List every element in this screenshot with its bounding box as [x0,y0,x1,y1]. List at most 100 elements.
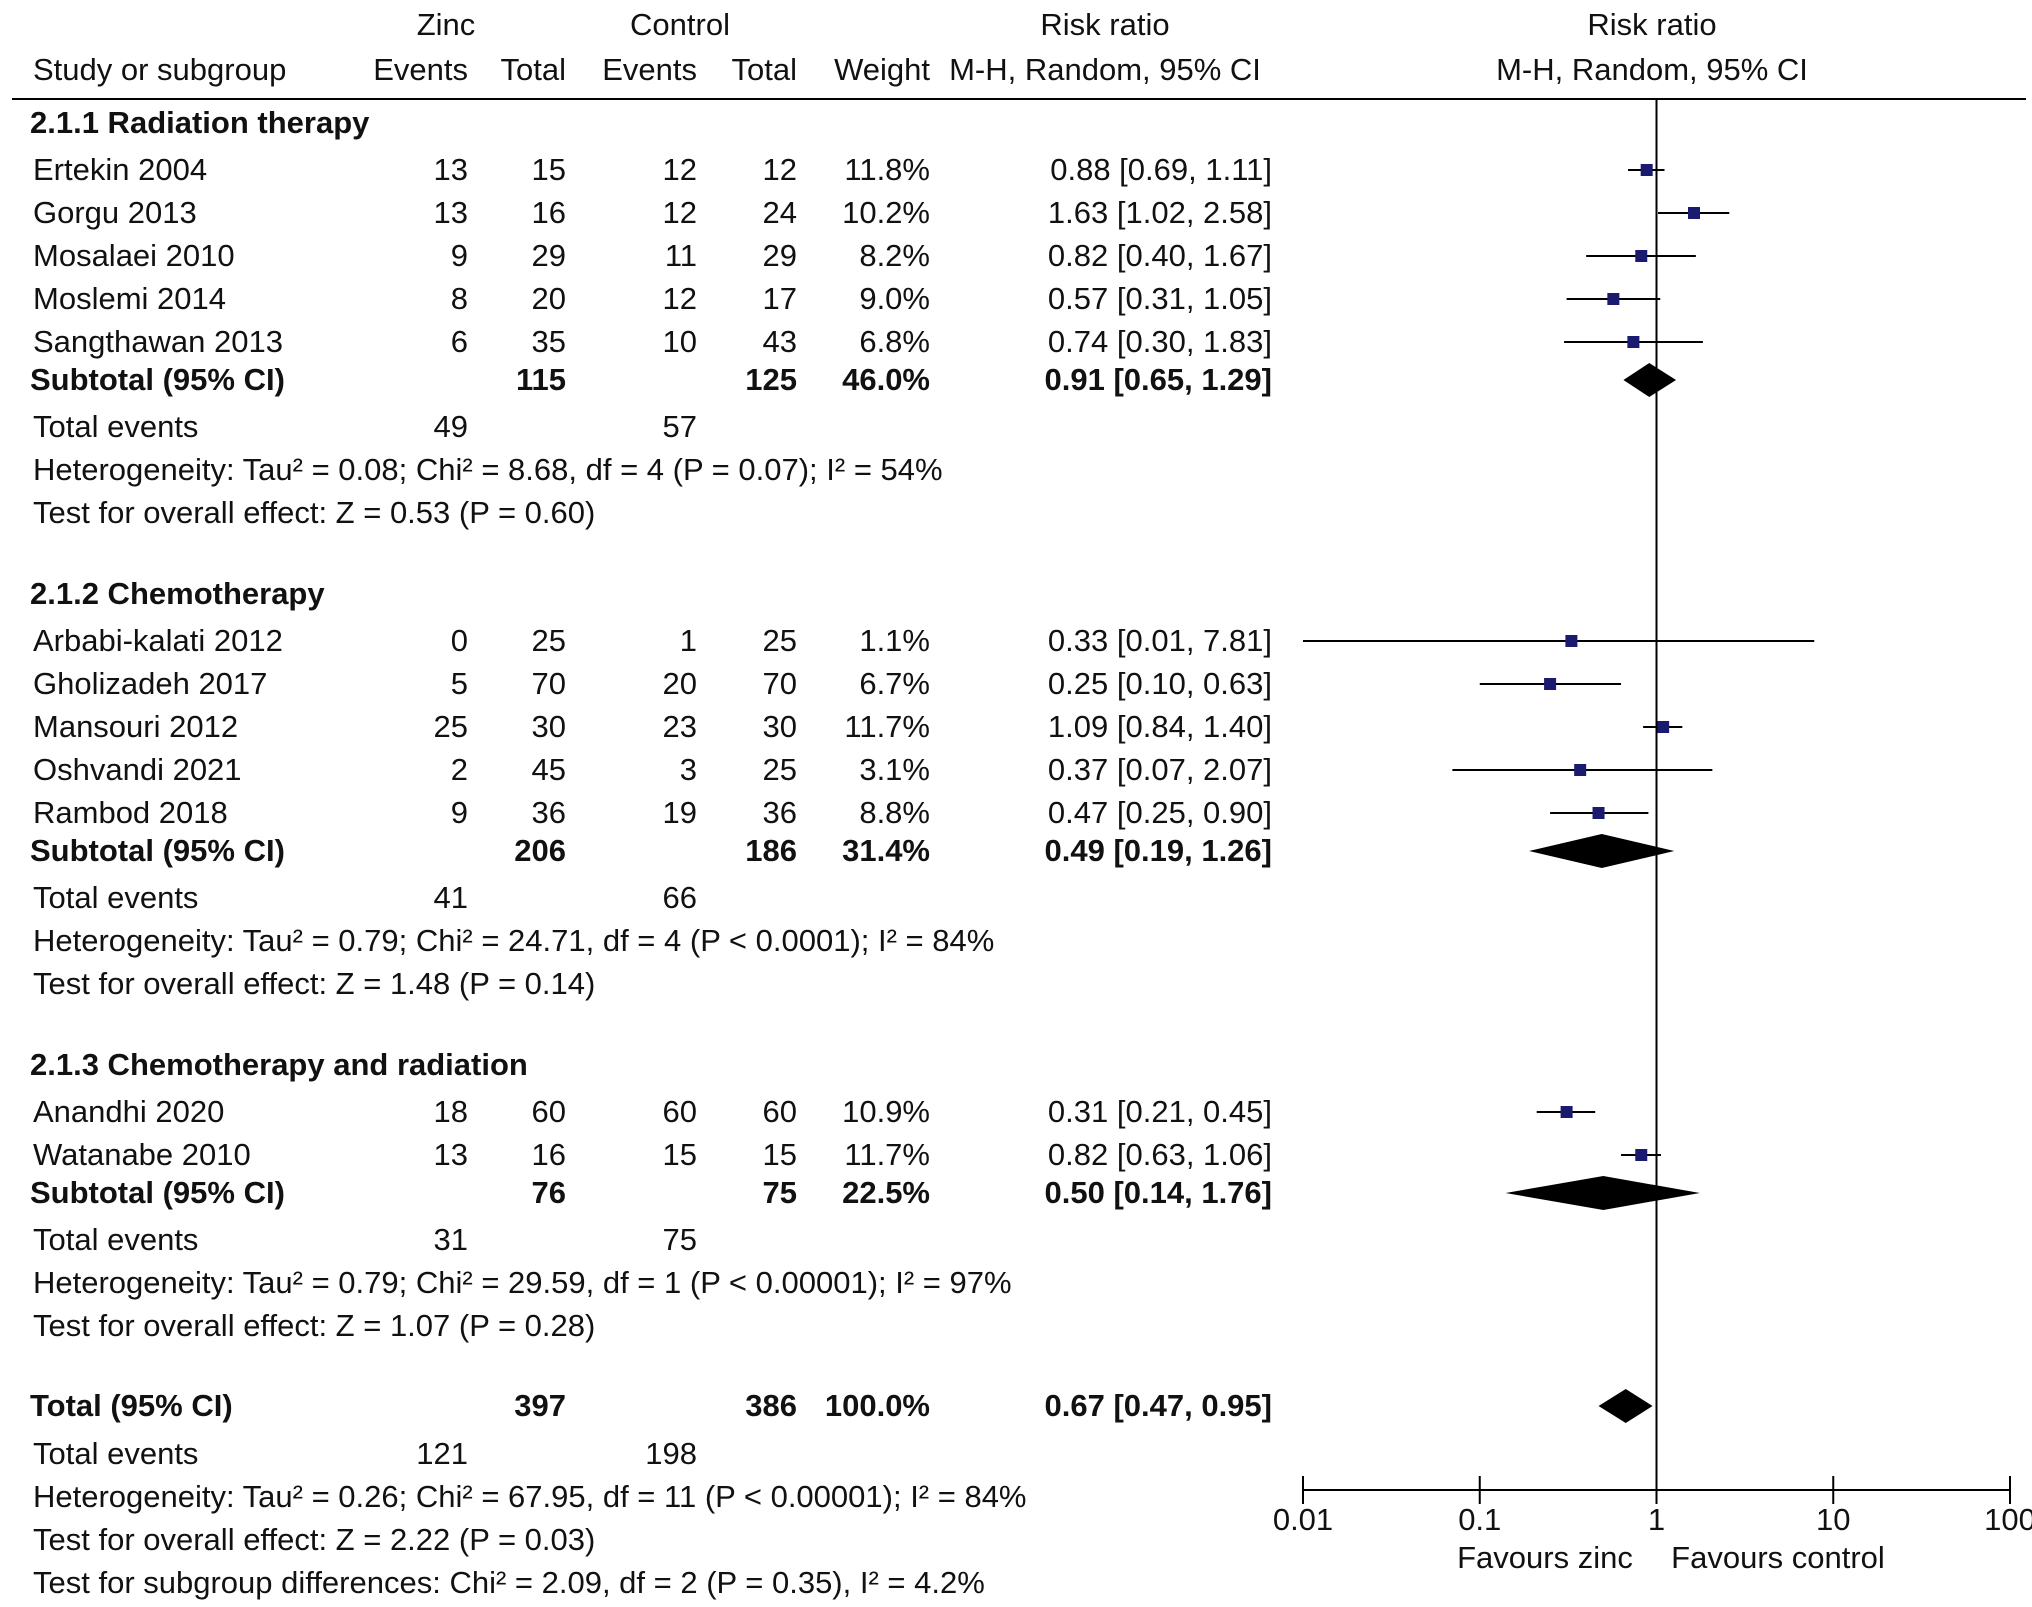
weight-cell: 9.0% [859,281,930,316]
plot-title: Risk ratio [1587,7,1717,42]
zinc-total-cell: 45 [531,752,566,787]
control-events-cell: 1 [679,623,697,658]
risk-ratio-cell: 0.25 [0.10, 0.63] [1047,666,1272,701]
risk-ratio-cell: 1.63 [1.02, 2.58] [1047,195,1272,230]
study-name: Watanabe 2010 [33,1137,251,1172]
subgroup-differences-text: Test for subgroup differences: Chi² = 2.… [33,1565,985,1600]
subtotal-label: Subtotal (95% CI) [30,1175,285,1210]
zinc-events-header: Events [373,52,468,87]
control-events-cell: 23 [662,709,697,744]
zinc-events-cell: 13 [433,195,468,230]
zinc-events-cell: 5 [450,666,468,701]
control-events-cell: 15 [662,1137,697,1172]
overall-effect-text: Test for overall effect: Z = 1.48 (P = 0… [33,966,596,1001]
zinc-events-cell: 9 [450,238,468,273]
study-point-marker [1688,207,1701,219]
total-zinc-total: 397 [514,1388,566,1423]
control-total-cell: 17 [762,281,797,316]
control-total-cell: 36 [762,795,797,830]
overall-events-zinc: 121 [416,1436,468,1471]
total-weight: 100.0% [824,1388,930,1423]
risk-ratio-cell: 0.47 [0.25, 0.90] [1047,795,1272,830]
zinc-total-cell: 25 [531,623,566,658]
study-name: Moslemi 2014 [33,281,226,316]
study-point-marker [1544,678,1557,690]
overall-effect-text: Test for overall effect: Z = 1.07 (P = 0… [33,1308,596,1343]
subtotal-diamond [1529,834,1675,868]
risk-ratio-cell: 0.74 [0.30, 1.83] [1047,324,1272,359]
total-events-control: 57 [662,409,697,444]
subtotal-label: Subtotal (95% CI) [30,833,285,868]
risk-ratio-cell: 0.33 [0.01, 7.81] [1047,623,1272,658]
zinc-events-cell: 9 [450,795,468,830]
plot-method-header: M-H, Random, 95% CI [1496,52,1808,87]
x-tick-label: 0.01 [1272,1502,1334,1537]
total-events-zinc: 41 [433,880,468,915]
x-tick-label: 100 [1984,1502,2032,1537]
zinc-total-cell: 70 [531,666,566,701]
control-events-cell: 10 [662,324,697,359]
zinc-events-cell: 25 [433,709,468,744]
control-total-cell: 43 [762,324,797,359]
overall-effect-text: Test for overall effect: Z = 0.53 (P = 0… [33,495,596,530]
subtotal-risk-ratio: 0.91 [0.65, 1.29] [1044,362,1273,397]
x-tick-label: 10 [1816,1502,1851,1537]
zinc-events-cell: 13 [433,152,468,187]
x-tick-label: 1 [1647,1502,1666,1537]
subtotal-diamond [1623,363,1677,397]
weight-cell: 6.7% [859,666,930,701]
weight-cell: 8.8% [859,795,930,830]
study-point-marker [1592,807,1605,819]
weight-header: Weight [834,52,930,87]
study-point-marker [1565,635,1578,647]
favours-control-label: Favours control [1671,1540,1885,1575]
study-column-header: Study or subgroup [33,52,287,87]
subtotal-zinc-total: 115 [515,362,566,397]
zinc-events-cell: 0 [450,623,468,658]
control-total-cell: 25 [762,752,797,787]
study-name: Arbabi-kalati 2012 [33,623,283,658]
subtotal-zinc-total: 206 [514,833,566,868]
weight-cell: 10.9% [842,1094,930,1129]
zinc-total-cell: 20 [531,281,566,316]
risk-ratio-column-title: Risk ratio [1040,7,1170,42]
zinc-total-cell: 60 [531,1094,566,1129]
zinc-events-cell: 2 [450,752,468,787]
study-name: Mosalaei 2010 [33,238,235,273]
control-events-cell: 12 [662,281,697,316]
study-name: Anandhi 2020 [33,1094,225,1129]
zinc-total-cell: 16 [531,195,566,230]
total-events-zinc: 49 [433,409,468,444]
subtotal-weight: 22.5% [842,1175,930,1210]
control-total-cell: 15 [762,1137,797,1172]
zinc-events-cell: 6 [450,324,468,359]
zinc-events-cell: 13 [433,1137,468,1172]
weight-cell: 8.2% [859,238,930,273]
study-name: Gholizadeh 2017 [33,666,268,701]
control-events-cell: 3 [679,752,697,787]
subgroup-title: 2.1.1 Radiation therapy [30,105,370,140]
weight-cell: 11.7% [844,1137,930,1172]
zinc-total-cell: 16 [531,1137,566,1172]
control-total-cell: 30 [762,709,797,744]
heterogeneity-text: Heterogeneity: Tau² = 0.79; Chi² = 24.71… [33,923,995,958]
control-group-header: Control [630,7,730,42]
weight-cell: 3.1% [859,752,930,787]
study-point-marker [1560,1106,1573,1118]
overall-events-label: Total events [33,1436,199,1471]
risk-ratio-method-header: M-H, Random, 95% CI [949,52,1261,87]
total-events-label: Total events [33,409,199,444]
overall-events-control: 198 [645,1436,697,1471]
total-events-label: Total events [33,880,199,915]
study-point-marker [1657,721,1670,733]
study-name: Sangthawan 2013 [33,324,283,359]
total-control-total: 386 [745,1388,797,1423]
total-events-zinc: 31 [433,1222,468,1257]
study-point-marker [1640,164,1653,176]
study-name: Mansouri 2012 [33,709,239,744]
weight-cell: 1.1% [859,623,930,658]
weight-cell: 6.8% [859,324,930,359]
total-risk-ratio: 0.67 [0.47, 0.95] [1044,1388,1273,1423]
